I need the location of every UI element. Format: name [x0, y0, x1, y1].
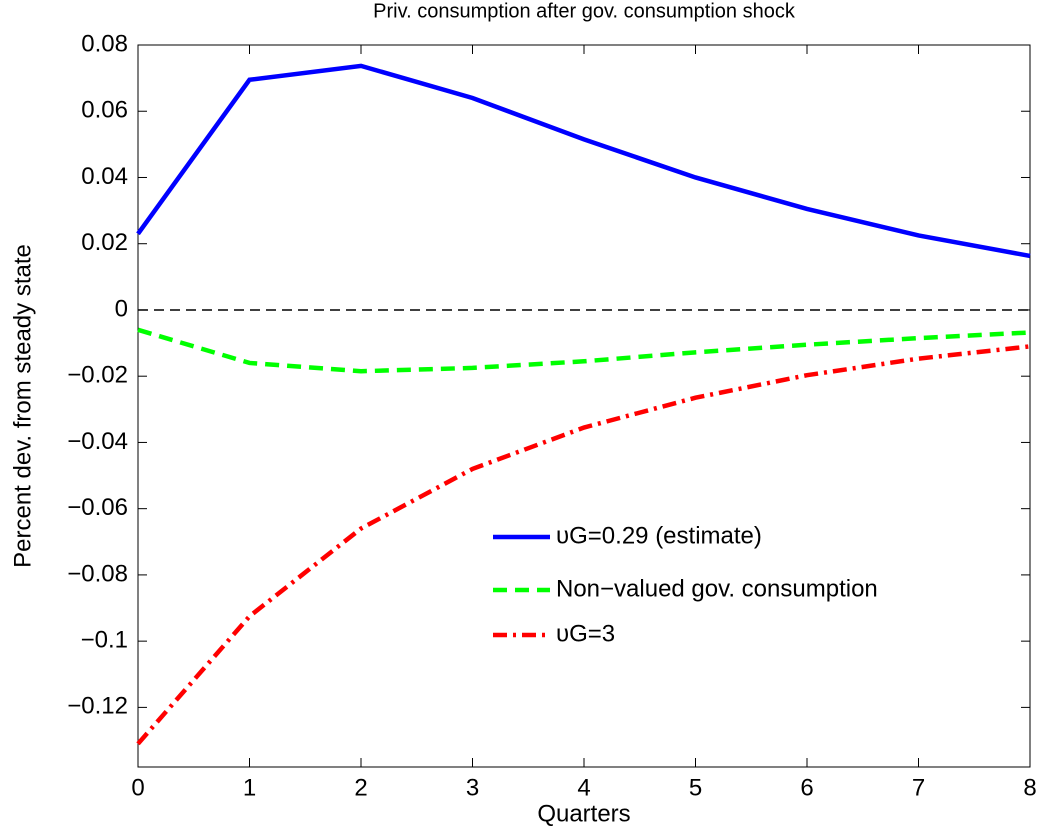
- x-tick-label: 8: [1023, 774, 1036, 801]
- y-tick-label: 0.08: [81, 30, 128, 57]
- x-tick-label: 4: [577, 774, 590, 801]
- x-tick-label: 0: [131, 774, 144, 801]
- legend-label: υG=3: [556, 620, 615, 647]
- y-tick-label: −0.1: [81, 626, 128, 653]
- series-line: [136, 344, 1031, 746]
- x-tick-label: 7: [912, 774, 925, 801]
- y-tick-label: 0: [115, 295, 128, 322]
- y-tick-label: 0.02: [81, 229, 128, 256]
- x-tick-label: 5: [689, 774, 702, 801]
- legend-label: υG=0.29 (estimate): [556, 522, 762, 549]
- x-axis-label: Quarters: [537, 800, 630, 827]
- y-tick-label: 0.06: [81, 97, 128, 124]
- x-tick-label: 2: [354, 774, 367, 801]
- chart-title: Priv. consumption after gov. consumption…: [373, 0, 796, 22]
- series-line: [136, 63, 1031, 259]
- y-tick-label: −0.06: [67, 494, 128, 521]
- y-tick-label: 0.04: [81, 163, 128, 190]
- y-tick-label: −0.04: [67, 428, 128, 455]
- plot-frame: [137, 44, 1031, 768]
- x-tick-label: 6: [800, 774, 813, 801]
- series-line: [137, 327, 1031, 374]
- y-tick-label: −0.12: [67, 693, 128, 720]
- legend-label: Non−valued gov. consumption: [556, 575, 878, 602]
- y-axis-label: Percent dev. from steady state: [9, 244, 36, 568]
- y-tick-label: −0.02: [67, 362, 128, 389]
- x-tick-label: 1: [243, 774, 256, 801]
- y-tick-label: −0.08: [67, 560, 128, 587]
- x-tick-label: 3: [466, 774, 479, 801]
